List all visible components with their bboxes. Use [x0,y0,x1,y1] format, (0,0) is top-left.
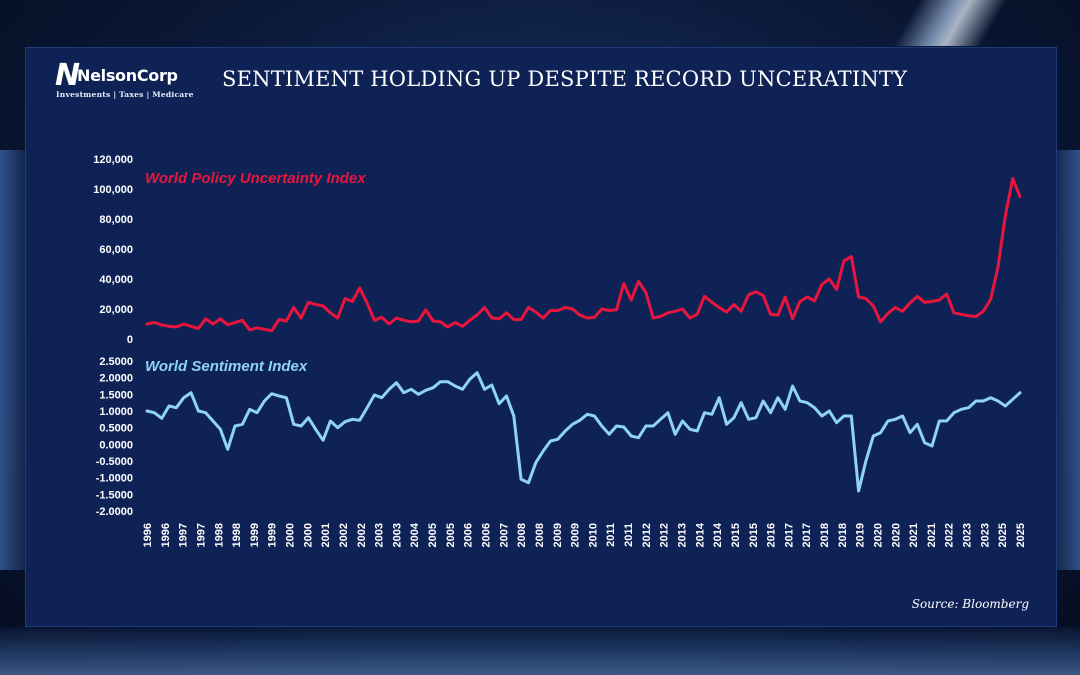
x-axis-year-label: 1997 [195,523,207,547]
x-axis-year-label: 2003 [374,523,386,547]
sentiment-ytick-label: 0.5000 [99,423,133,435]
x-axis-year-label: 2005 [427,523,439,547]
uncertainty-chart: 120,000 100,000 80,000 60,000 40,000 20,000 0 W… [93,154,1022,346]
x-axis-year-label: 2016 [766,523,778,547]
chart-title: SENTIMENT HOLDING UP DESPITE RECORD UNCE… [222,67,908,91]
x-axis-year-label: 1999 [267,523,279,547]
logo-tagline: Investments | Taxes | Medicare [56,90,194,99]
background-light-streak [890,0,1010,46]
x-axis-year-label: 2009 [570,523,582,547]
uncertainty-ytick-label: 100,000 [93,184,133,196]
x-axis-year-label: 2002 [338,523,350,547]
sentiment-ytick-label: -1.0000 [96,473,133,485]
x-axis-year-label: 2023 [979,523,991,547]
x-axis-year-label: 2020 [890,523,902,547]
x-axis-year-label: 2022 [944,523,956,547]
x-axis-year-label: 2014 [694,522,706,547]
sentiment-ytick-label: 1.0000 [99,406,133,418]
x-axis: 1996 1996 1997 1997 1998 1998 1999 1999 2000 2000… [142,522,1027,547]
x-axis-year-label: 1998 [213,523,225,547]
sentiment-chart: 2.5000 2.0000 1.5000 1.0000 0.5000 0.0000 -0.5… [96,356,1022,518]
x-axis-year-label: 2011 [605,523,617,547]
x-axis-year-label: 2015 [730,523,742,547]
sentiment-series-label: World Sentiment Index [145,358,308,375]
sentiment-ytick-label: -0.5000 [96,456,133,468]
x-axis-year-label: 2017 [783,523,795,547]
x-axis-year-label: 2007 [498,523,510,547]
x-axis-year-label: 1998 [231,523,243,547]
chart-canvas: 120,000100,00080,00060,00040,00020,0000W… [93,154,1027,547]
x-axis-year-label: 2014 [712,522,724,547]
x-axis-year-label: 2025 [997,523,1009,547]
sentiment-ytick-label: 2.0000 [99,373,133,385]
uncertainty-ytick-label: 40,000 [99,274,133,286]
sentiment-ytick-label: 2.5000 [99,356,133,368]
x-axis-year-label: 2011 [623,523,635,547]
x-axis-year-label: 2025 [1015,523,1027,547]
x-axis-year-label: 2008 [516,523,528,547]
sentiment-ytick-label: -1.5000 [96,489,133,501]
chart-panel: N NelsonCorp Investments | Taxes | Medic… [25,47,1057,627]
x-axis-year-label: 2003 [391,523,403,547]
x-axis-year-label: 2001 [320,523,332,547]
x-axis-year-label: 2021 [926,523,938,547]
x-axis-year-label: 2005 [445,523,457,547]
sentiment-ytick-label: 0.0000 [99,439,133,451]
x-axis-year-label: 2012 [659,523,671,547]
source-note: Source: Bloomberg [911,597,1029,611]
x-axis-year-label: 2009 [552,523,564,547]
background-left-glow [0,150,26,570]
uncertainty-ytick-label: 80,000 [99,214,133,226]
x-axis-year-label: 1997 [178,523,190,547]
x-axis-year-label: 2018 [819,523,831,547]
logo-mark: N [55,58,81,93]
uncertainty-series-line [145,177,1022,333]
x-axis-year-label: 2006 [481,523,493,547]
x-axis-year-label: 2023 [962,523,974,547]
uncertainty-ytick-label: 120,000 [93,154,133,166]
uncertainty-series-label: World Policy Uncertainty Index [145,170,366,187]
nelsoncorp-logo: N NelsonCorp Investments | Taxes | Medic… [55,58,193,101]
x-axis-year-label: 2019 [855,523,867,547]
x-axis-year-label: 2018 [837,523,849,547]
x-axis-year-label: 1996 [142,523,154,547]
x-axis-year-label: 2004 [409,522,421,547]
x-axis-year-label: 1999 [249,523,261,547]
x-axis-year-label: 2020 [873,523,885,547]
uncertainty-ytick-label: 60,000 [99,244,133,256]
x-axis-year-label: 2006 [463,523,475,547]
x-axis-year-label: 2008 [534,523,546,547]
sentiment-series-line [145,371,1022,493]
x-axis-year-label: 2002 [356,523,368,547]
sentiment-ytick-label: 1.5000 [99,389,133,401]
uncertainty-ytick-label: 0 [127,334,133,346]
background-right-glow [1054,150,1080,570]
uncertainty-ytick-label: 20,000 [99,304,133,316]
x-axis-year-label: 2000 [302,523,314,547]
logo-name: NelsonCorp [77,66,178,85]
background-floor-glow [0,627,1080,675]
x-axis-year-label: 2000 [285,523,297,547]
x-axis-year-label: 2012 [641,523,653,547]
x-axis-year-label: 2015 [748,523,760,547]
x-axis-year-label: 2021 [908,523,920,547]
x-axis-year-label: 2010 [587,523,599,547]
x-axis-year-label: 2017 [801,523,813,547]
x-axis-year-label: 1996 [160,523,172,547]
x-axis-year-label: 2013 [677,523,689,547]
sentiment-ytick-label: -2.0000 [96,506,133,518]
